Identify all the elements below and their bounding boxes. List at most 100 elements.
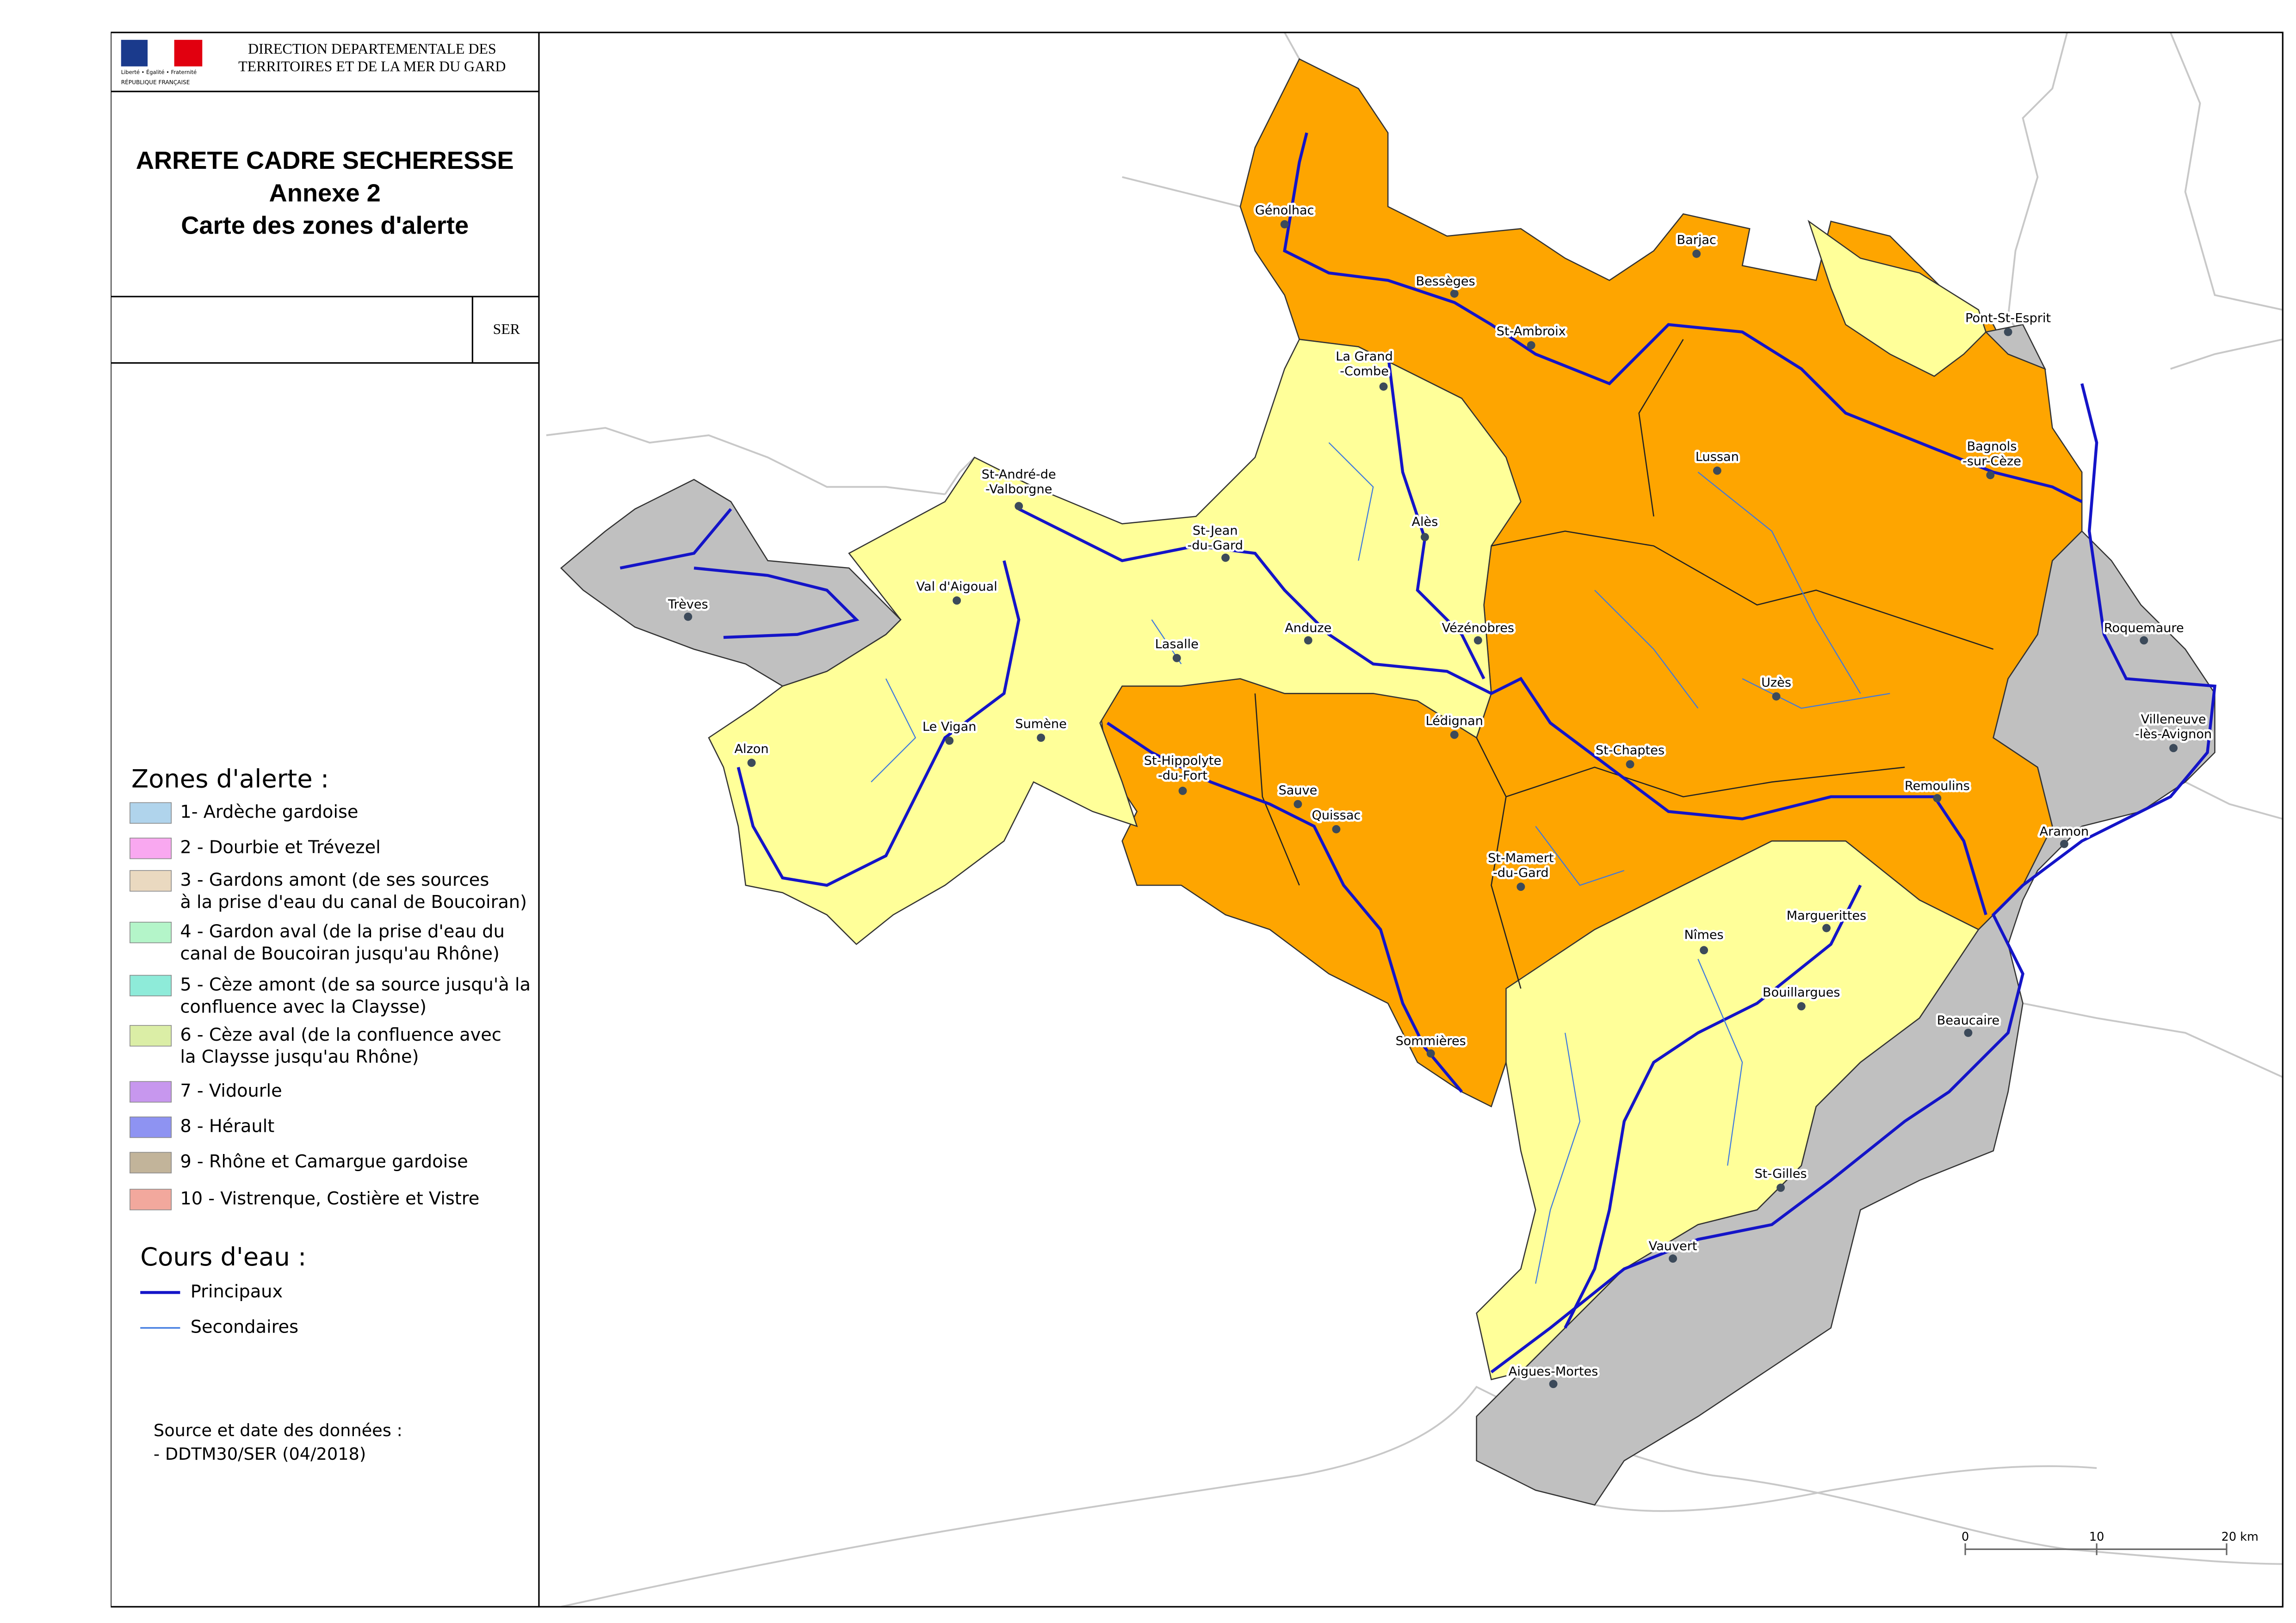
service-code: SER [493, 321, 520, 337]
town-point [684, 612, 693, 621]
town-label: Vézénobres [1442, 621, 1514, 635]
town-point [1332, 825, 1341, 833]
legend-swatch [130, 1152, 172, 1173]
legend-label: 4 - Gardon aval (de la prise d'eau du [180, 921, 505, 942]
town-point [1178, 786, 1187, 795]
zone-borders [1254, 339, 1994, 989]
town-label: -Combe [1340, 364, 1389, 378]
town-label: Vauvert [1649, 1239, 1697, 1253]
town-label: Sauve [1279, 783, 1318, 797]
legend-swatch [130, 802, 172, 824]
town-label: St-Jean [1193, 524, 1238, 538]
town-label: Aramon [2040, 825, 2089, 839]
legend-label: 9 - Rhône et Camargue gardoise [180, 1151, 468, 1172]
legend-swatch [130, 975, 172, 997]
town-label: Bessèges [1416, 274, 1475, 289]
town-point [1450, 289, 1459, 298]
town-label: Lédignan [1426, 714, 1483, 728]
town-point [1450, 730, 1459, 739]
legend-label: 2 - Dourbie et Trévezel [180, 837, 380, 858]
town-label: Bouillargues [1763, 985, 1840, 1000]
town-point [1172, 654, 1181, 662]
town-point [1221, 553, 1230, 562]
scale-bar: 0 10 20 km [1962, 1530, 2259, 1555]
town-label: Sumène [1015, 717, 1066, 731]
town-point [1669, 1254, 1677, 1263]
town-label: -sur-Cèze [1962, 454, 2021, 469]
town-point [1964, 1029, 1973, 1037]
title-line: ARRETE CADRE SECHERESSE [136, 147, 514, 174]
town-label: Alzon [734, 742, 768, 756]
title-line: Annexe 2 [269, 179, 381, 207]
town-label: Nîmes [1684, 928, 1724, 942]
town-label: Villeneuve [2141, 712, 2206, 727]
town-label: Lussan [1696, 450, 1739, 464]
legend-label: confluence avec la Claysse) [180, 996, 427, 1017]
scale-label: 0 [1962, 1530, 1969, 1544]
town-point [1473, 636, 1482, 645]
town-label: -du-Fort [1158, 768, 1207, 783]
town-point [2169, 744, 2178, 753]
legend-title: Zones d'alerte : [131, 765, 329, 794]
town-label: Val d'Aigoual [916, 580, 997, 594]
legend-label: Secondaires [191, 1317, 298, 1338]
legend-label: canal de Boucoiran jusqu'au Rhône) [180, 943, 499, 964]
town-label: Barjac [1677, 233, 1716, 247]
town-label: -du-Gard [1493, 866, 1548, 880]
legend-swatch [130, 1081, 172, 1103]
legend-label: la Claysse jusqu'au Rhône) [180, 1047, 419, 1068]
town-label: Trèves [668, 597, 708, 611]
town-label: Roquemaure [2104, 621, 2184, 635]
town-label: Bagnols [1967, 439, 2017, 454]
town-point [1933, 794, 1942, 802]
town-point [1772, 692, 1781, 701]
town-point [2140, 636, 2148, 645]
zone-yellow-west [708, 339, 1522, 945]
town-label: Anduze [1285, 621, 1331, 635]
legend: Zones d'alerte : Cours d'eau : 1- Ardèch… [130, 765, 531, 1338]
logo-motto: Liberté • Égalité • Fraternité [121, 68, 197, 75]
scale-label: 10 [2089, 1530, 2104, 1544]
source-line: Source et date des données : [154, 1420, 402, 1440]
logo-republic: RÉPUBLIQUE FRANÇAISE [121, 79, 190, 86]
town-point [1713, 466, 1721, 475]
town-label: St-Gilles [1755, 1167, 1807, 1181]
scale-label: 20 km [2222, 1530, 2259, 1544]
town-label: St-Hippolyte [1144, 754, 1221, 768]
legend-swatch [130, 1025, 172, 1047]
zone-yellow-northeast [1807, 220, 1987, 377]
town-label: St-André-de [982, 468, 1056, 482]
legend-label: 6 - Cèze aval (de la confluence avec [180, 1024, 501, 1045]
town-label: Marguerittes [1787, 908, 1867, 923]
town-point [1426, 1049, 1435, 1058]
town-label: Uzès [1761, 675, 1791, 690]
marianne-logo: Liberté • Égalité • Fraternité RÉPUBLIQU… [121, 40, 203, 86]
town-label: Sommières [1396, 1034, 1466, 1049]
town-label: Beaucaire [1937, 1013, 1999, 1028]
town-point [1516, 882, 1525, 891]
town-label: Alès [1411, 515, 1438, 529]
zone-grey-northeast [1985, 324, 2047, 370]
town-label: St-Mamert [1488, 851, 1554, 865]
town-point [1549, 1380, 1558, 1388]
town-label: -du-Gard [1187, 538, 1243, 553]
legend-swatch [130, 870, 172, 892]
rivers [619, 132, 2216, 1374]
town-point [1304, 636, 1312, 645]
town-point [747, 759, 756, 767]
town-point [1379, 382, 1388, 391]
org-line: DIRECTION DEPARTEMENTALE DES [248, 41, 496, 57]
town-point [1692, 249, 1701, 258]
town-label: Génolhac [1255, 204, 1314, 218]
town-point [1037, 734, 1046, 742]
legend-swatch [130, 921, 172, 944]
legend-label: 8 - Hérault [180, 1116, 274, 1137]
town-point [2060, 839, 2068, 848]
zone-grey-west [560, 479, 902, 687]
town-point [1776, 1184, 1785, 1192]
legend-label: à la prise d'eau du canal de Boucoiran) [180, 892, 527, 913]
towns: Génolhac Barjac Bessèges St-Ambroix La Grand… [665, 201, 2214, 1388]
legend-title: Cours d'eau : [140, 1242, 306, 1271]
town-label: Remoulins [1905, 779, 1970, 793]
